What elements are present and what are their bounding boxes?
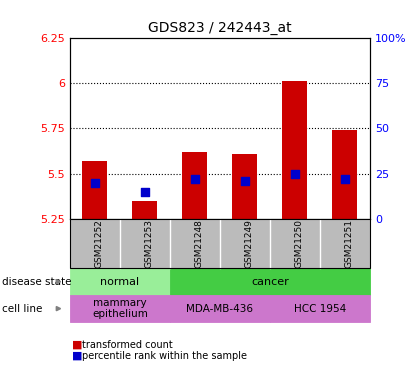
- Bar: [82, 161, 107, 219]
- Point: [292, 171, 298, 177]
- Point: [92, 180, 98, 186]
- Bar: [332, 130, 358, 219]
- Text: GSM21250: GSM21250: [295, 219, 304, 268]
- Text: normal: normal: [100, 277, 139, 286]
- Text: mammary
epithelium: mammary epithelium: [92, 298, 148, 320]
- Point: [342, 176, 348, 182]
- Title: GDS823 / 242443_at: GDS823 / 242443_at: [148, 21, 292, 35]
- Bar: [132, 201, 157, 219]
- Text: cell line: cell line: [2, 304, 42, 313]
- Text: HCC 1954: HCC 1954: [294, 304, 346, 313]
- Text: cancer: cancer: [251, 277, 289, 286]
- Text: ■: ■: [72, 351, 83, 361]
- Point: [141, 189, 148, 195]
- Text: MDA-MB-436: MDA-MB-436: [186, 304, 254, 313]
- Text: GSM21248: GSM21248: [195, 219, 204, 268]
- Bar: [182, 152, 208, 219]
- Text: GSM21251: GSM21251: [345, 219, 354, 268]
- Text: percentile rank within the sample: percentile rank within the sample: [82, 351, 247, 361]
- Text: GSM21252: GSM21252: [95, 219, 104, 268]
- Bar: [282, 81, 307, 219]
- Text: ■: ■: [72, 340, 83, 350]
- Point: [192, 176, 198, 182]
- Text: disease state: disease state: [2, 277, 72, 286]
- Text: transformed count: transformed count: [82, 340, 173, 350]
- Text: GSM21253: GSM21253: [145, 219, 154, 268]
- Point: [242, 178, 248, 184]
- Bar: [232, 154, 257, 219]
- Text: GSM21249: GSM21249: [245, 219, 254, 268]
